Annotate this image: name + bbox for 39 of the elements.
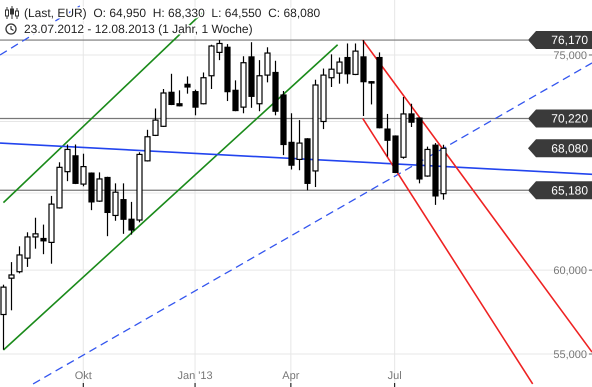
ref-line-label: 70,220 [551, 111, 588, 126]
candlestick [192, 89, 199, 116]
candlestick [408, 103, 415, 128]
candlestick [328, 54, 335, 88]
candlestick [296, 120, 303, 171]
candlestick [8, 262, 15, 311]
candlestick [120, 182, 127, 234]
y-tick-label: 75,000 [553, 50, 587, 62]
x-tick-label: Okt [74, 370, 92, 382]
y-tick-label: 55,000 [553, 349, 587, 362]
candlestick [24, 232, 31, 268]
candlestick [344, 42, 351, 84]
x-tick-label: Jul [388, 370, 402, 382]
candlestick [368, 80, 375, 106]
candlestick [16, 246, 23, 274]
candlestick [112, 182, 119, 222]
candlestick [40, 224, 47, 255]
candlestick [152, 108, 159, 137]
candlestick [352, 42, 359, 76]
ref-line-label: 65,180 [551, 183, 588, 198]
candlestick [336, 56, 343, 84]
candlestick [288, 112, 295, 170]
candlestick [264, 46, 271, 83]
ref-line-label: 76,170 [551, 33, 588, 48]
candlestick [232, 80, 239, 112]
candlestick [80, 153, 87, 187]
candlestick [32, 217, 39, 250]
candlestick [184, 76, 191, 94]
x-tick-label: Apr [282, 370, 300, 382]
candlestick [96, 172, 103, 202]
candlestick [128, 201, 135, 236]
candlestick [384, 113, 391, 158]
candlestick [216, 39, 223, 61]
candlestick [64, 144, 71, 182]
candlestick [168, 73, 175, 106]
candlestick [176, 90, 183, 108]
x-tick-label: Jan '13 [177, 370, 213, 382]
y-tick-label: 60,000 [553, 265, 587, 278]
annotation: 68,080 [551, 141, 588, 156]
